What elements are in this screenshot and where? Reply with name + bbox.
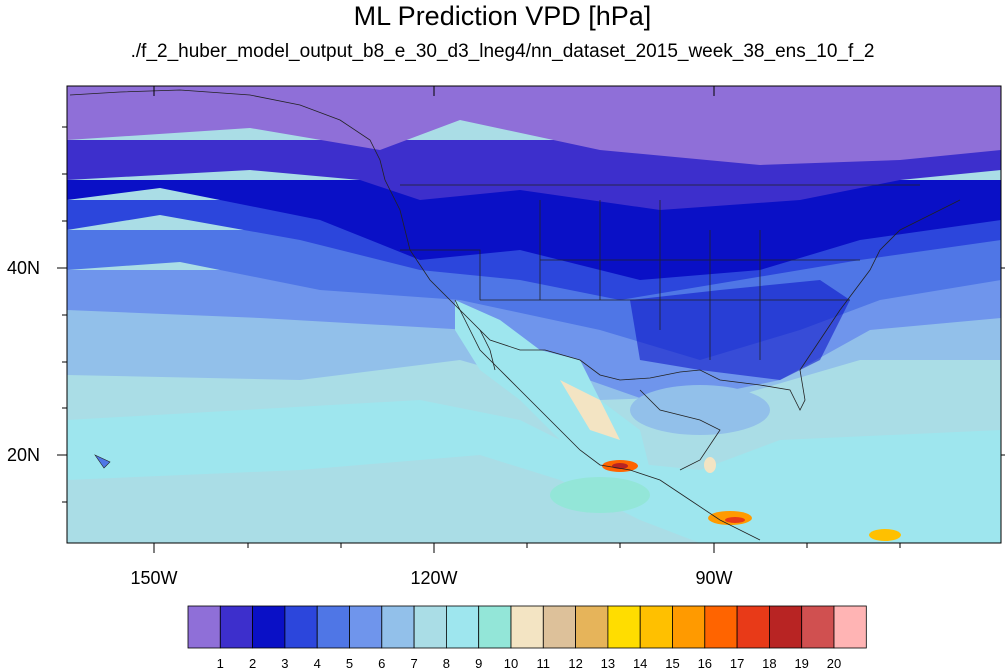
colorbar-swatch <box>575 605 609 649</box>
colorbar-swatch <box>445 605 480 649</box>
colorbar-label: 17 <box>729 656 745 671</box>
colorbar-label: 11 <box>536 656 551 671</box>
vpd-band-9 <box>67 400 1001 543</box>
vpd-band-5 <box>67 230 1001 360</box>
colorbar-swatch <box>349 605 383 649</box>
colorbar-swatch <box>607 605 641 649</box>
vpd-region-pacific-cyan <box>550 477 650 513</box>
vpd-region-southeast-us <box>630 280 850 380</box>
vpd-field <box>67 86 1001 543</box>
colorbar-swatch <box>413 605 447 649</box>
lat-label-20n: 20N <box>6 445 40 465</box>
colorbar-label: 8 <box>442 656 450 671</box>
vpd-hotspot-sierra <box>602 460 638 472</box>
colorbar-label: 12 <box>568 656 583 671</box>
vpd-band-4 <box>67 200 1001 300</box>
vpd-hotspot-yucatan <box>704 457 716 473</box>
vpd-band-2 <box>67 140 1001 210</box>
vpd-band-3 <box>67 180 1001 280</box>
colorbar-swatch <box>284 605 318 649</box>
colorbar-swatch <box>769 605 803 649</box>
colorbar-swatch <box>478 605 512 649</box>
colorbar-swatch <box>704 605 738 649</box>
map-frame <box>66 85 1002 544</box>
colorbar-swatch <box>801 605 835 649</box>
lat-label-40n: 40N <box>6 258 40 278</box>
colorbar-label: 2 <box>248 656 257 671</box>
colorbar-label: 7 <box>410 656 418 671</box>
vpd-region-mexico <box>455 300 650 480</box>
colorbar-swatch <box>672 605 706 649</box>
colorbar-label: 9 <box>475 656 483 671</box>
colorbar-swatch <box>510 605 544 649</box>
lon-label-150w: 150W <box>130 568 178 588</box>
vpd-band-1 <box>67 86 1001 165</box>
colorbar-swatch <box>252 605 286 649</box>
colorbar-swatch <box>187 605 221 649</box>
axis-ticks <box>57 86 1005 553</box>
colorbar-label: 18 <box>762 656 777 671</box>
colorbar-label: 14 <box>632 656 648 671</box>
colorbar-label: 19 <box>794 656 809 671</box>
colorbar-swatch <box>542 605 576 649</box>
colorbar-swatch <box>316 605 350 649</box>
colorbar-label: 6 <box>378 656 386 671</box>
colorbar-label: 4 <box>313 656 321 671</box>
vpd-hotspot-sierra-core <box>612 463 628 469</box>
lon-label-120w: 120W <box>410 568 458 588</box>
vpd-band-south-ocean <box>67 86 1001 543</box>
colorbar-label: 5 <box>345 656 354 671</box>
map-title: ML Prediction VPD [hPa] <box>353 1 652 31</box>
hawaii-islands <box>94 454 111 469</box>
vpd-band-6 <box>67 270 1001 405</box>
vpd-band-tropic-pacific <box>67 455 700 543</box>
lon-label-90w: 90W <box>695 568 733 588</box>
colorbar-swatch <box>381 605 415 649</box>
colorbar-label: 1 <box>216 656 224 671</box>
colorbar-swatch <box>736 605 770 649</box>
colorbar-label: 3 <box>281 656 289 671</box>
colorbar-label: 10 <box>503 656 519 671</box>
map-subtitle: ./f_2_huber_model_output_b8_e_30_d3_lneg… <box>130 41 875 62</box>
vpd-band-7 <box>67 300 1001 400</box>
vpd-region-gulf <box>630 385 770 435</box>
colorbar-label: 20 <box>826 656 842 671</box>
colorbar <box>187 605 867 649</box>
coastlines <box>69 89 961 541</box>
colorbar-swatch <box>833 605 867 649</box>
colorbar-swatch <box>639 605 673 649</box>
colorbar-label: 13 <box>600 656 616 671</box>
vpd-hotspot-central-america-core <box>725 517 745 523</box>
colorbar-swatch <box>219 605 254 649</box>
vpd-hotspot-central-america <box>708 511 752 525</box>
vpd-region-mexico-plateau <box>560 380 620 440</box>
vpd-hotspot-south-america <box>869 529 901 541</box>
colorbar-label: 15 <box>665 656 680 671</box>
colorbar-label: 16 <box>697 656 713 671</box>
